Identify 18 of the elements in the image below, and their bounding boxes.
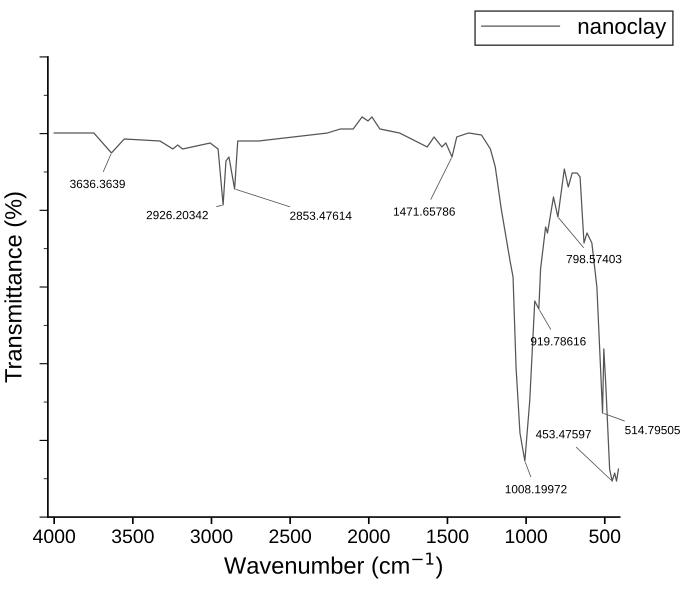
x-axis-title: Wavenumber (cm$^{−1}$) [224, 552, 442, 579]
annotation: 2926.20342 [146, 210, 208, 220]
x-tick-label: 1500 [427, 529, 468, 544]
y-axis-title: Transmittance (%) [4, 192, 26, 382]
x-tick-label: 500 [589, 529, 620, 544]
annotation: 453.47597 [536, 430, 591, 438]
x-tick-label: 1000 [506, 529, 547, 544]
annotation: 2853.47614 [290, 212, 352, 220]
annotation: 1471.65786 [394, 207, 455, 216]
annotation: 514.79505 [625, 426, 680, 434]
x-tick-label: 4000 [32, 529, 76, 544]
x-tick-label: 2500 [269, 529, 312, 544]
annotation: 3636.3639 [70, 180, 125, 188]
x-tick-label: 3000 [190, 529, 232, 544]
annotation: 1008.19972 [506, 485, 567, 494]
x-tick-label: 2000 [348, 529, 390, 544]
legend-label: nanoclay [578, 18, 666, 38]
x-tick-label: 3500 [112, 529, 154, 544]
